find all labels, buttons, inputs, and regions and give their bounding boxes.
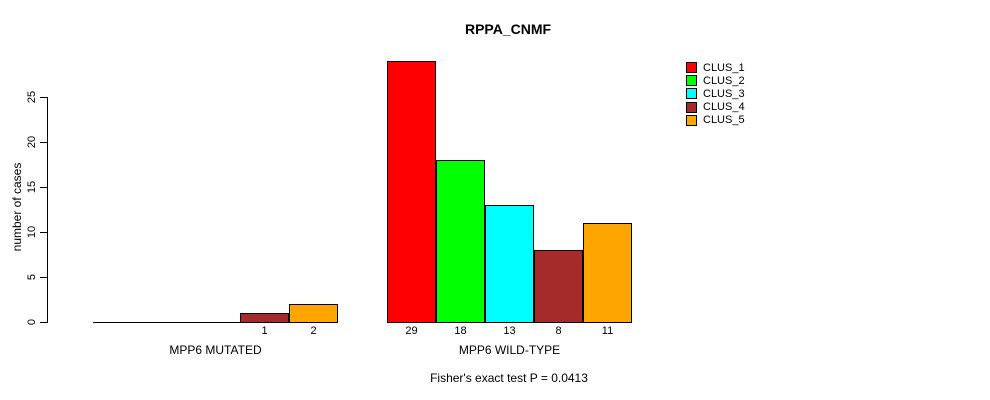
y-tick-label: 10 [26,225,38,239]
y-tick-mark [40,97,47,98]
legend-label: CLUS_2 [703,74,745,87]
legend-label: CLUS_3 [703,87,745,100]
y-tick-label: 0 [26,318,38,326]
bar-value-label: 8 [555,325,562,337]
y-tick-mark [40,142,47,143]
legend-item-clus-5: CLUS_5 [686,114,745,127]
legend-swatch-clus-4 [686,101,697,113]
bar-value-label: 2 [310,325,317,337]
legend-label: CLUS_4 [703,101,745,114]
legend-label: CLUS_5 [703,114,745,127]
y-tick-mark [40,187,47,188]
legend-item-clus-4: CLUS_4 [686,101,745,114]
bar-mpp6-wild-type-clus-5 [583,223,632,323]
y-tick-mark [40,322,47,323]
y-tick-label: 5 [26,273,38,281]
y-axis-line [47,97,48,323]
group-baseline [93,322,338,323]
y-tick-mark [40,277,47,278]
legend-swatch-clus-3 [686,88,697,100]
bar-value-label: 1 [261,325,268,337]
bar-value-label: 13 [503,325,516,337]
y-tick-label: 15 [26,180,38,194]
bar-mpp6-wild-type-clus-1 [387,61,436,323]
chart-title: RPPA_CNMF [464,21,552,37]
legend-item-clus-3: CLUS_3 [686,87,745,100]
legend-swatch-clus-2 [686,75,697,87]
legend-swatch-clus-1 [686,62,697,74]
bar-mpp6-mutated-clus-5 [289,304,338,323]
fisher-test-footnote: Fisher's exact test P = 0.0413 [430,371,588,385]
legend-label: CLUS_1 [703,61,745,74]
legend-item-clus-1: CLUS_1 [686,61,745,74]
bar-value-label: 11 [601,325,614,337]
legend-swatch-clus-5 [686,114,697,126]
legend: CLUS_1 CLUS_2 CLUS_3 CLUS_4 CLUS_5 [686,61,745,127]
legend-item-clus-2: CLUS_2 [686,74,745,87]
x-group-label-mpp6-wild-type: MPP6 WILD-TYPE [458,343,561,357]
y-tick-label: 20 [26,135,38,149]
bar-value-label: 29 [405,325,418,337]
y-tick-label: 25 [26,90,38,104]
bar-mpp6-wild-type-clus-2 [436,160,485,323]
bar-value-label: 18 [454,325,467,337]
y-tick-mark [40,232,47,233]
bar-mpp6-mutated-clus-4 [240,313,289,323]
bar-mpp6-wild-type-clus-4 [534,250,583,323]
bar-mpp6-wild-type-clus-3 [485,205,534,323]
x-group-label-mpp6-mutated: MPP6 MUTATED [169,343,262,357]
